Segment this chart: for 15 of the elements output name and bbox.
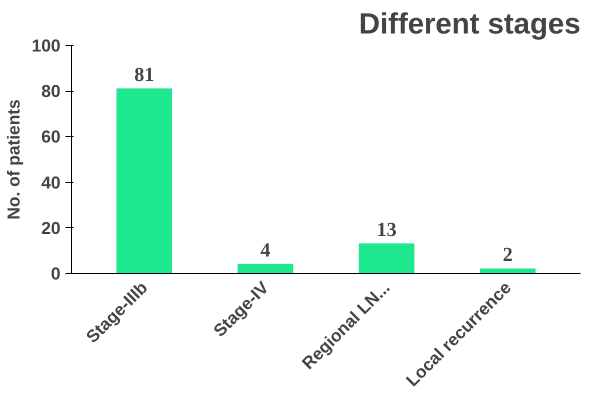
y-axis-title: No. of patients (4, 99, 24, 220)
data-label: 2 (502, 244, 513, 266)
y-tick-label: 40 (41, 172, 61, 192)
y-tick-label: 100 (32, 36, 61, 56)
y-tick-label: 80 (41, 81, 61, 102)
data-label: 81 (134, 64, 154, 86)
bar (358, 243, 414, 274)
data-label: 4 (260, 239, 270, 262)
bar (238, 264, 294, 274)
y-tick-label: 0 (50, 264, 61, 284)
y-tick-label: 60 (41, 126, 61, 147)
bar (116, 88, 172, 274)
chart-title: Different stages (358, 8, 581, 40)
data-label: 13 (376, 218, 397, 241)
y-tick-label: 20 (41, 218, 61, 238)
